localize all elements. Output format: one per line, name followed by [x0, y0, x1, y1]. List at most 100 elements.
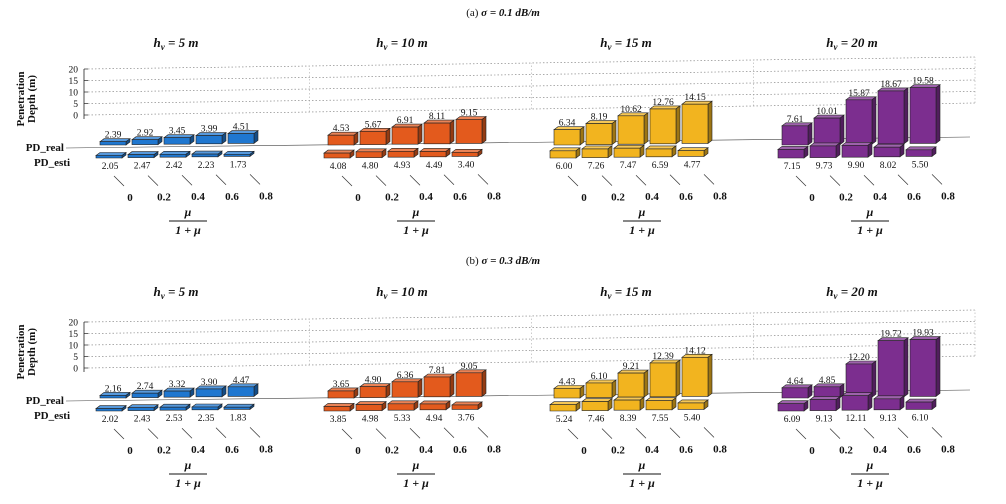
- x-tick-label: 0.8: [941, 190, 955, 202]
- y-tick-label: 15: [69, 77, 79, 87]
- gridline: [87, 355, 976, 369]
- x-axis-label-denominator: 1 + μ: [629, 476, 655, 490]
- y-axis-label: Penetration Depth (m): [15, 325, 38, 380]
- bar-pd-esti: [387, 147, 419, 158]
- bar-pd-real: [909, 336, 941, 397]
- value-label-pd-real: 4.64: [787, 377, 804, 387]
- value-label-pd-real: 9.21: [623, 362, 640, 372]
- bar-pd-esti: [677, 147, 709, 157]
- y-axis-label: Penetration Depth (m): [15, 72, 38, 127]
- x-tick-label: 0.8: [713, 190, 727, 202]
- x-axis-label-numerator: μ: [638, 205, 646, 219]
- group-title-hv-10: hv = 10 m: [376, 284, 428, 301]
- x-tick-label: 0.4: [419, 444, 433, 456]
- bar-pd-esti: [419, 400, 451, 411]
- bar-pd-real: [455, 369, 487, 397]
- group-title-hv-10: hv = 10 m: [376, 35, 428, 52]
- x-axis-label-numerator: μ: [412, 205, 420, 219]
- x-axis-label-numerator: μ: [638, 458, 646, 472]
- value-label-pd-esti: 3.40: [458, 160, 475, 170]
- x-tick: [635, 174, 647, 186]
- x-tick-label: 0.2: [839, 192, 853, 204]
- x-axis-label-denominator: 1 + μ: [175, 223, 201, 237]
- x-tick-label: 0: [581, 192, 587, 204]
- bar-pd-esti: [355, 148, 387, 159]
- x-tick: [897, 427, 909, 439]
- bar-pd-esti: [323, 402, 355, 412]
- x-tick: [635, 427, 647, 439]
- value-label-pd-real: 3.32: [169, 380, 186, 390]
- value-label-pd-esti: 3.76: [458, 413, 475, 423]
- bar-pd-real: [423, 119, 455, 145]
- x-tick: [375, 428, 387, 439]
- value-label-pd-real: 18.67: [880, 80, 902, 90]
- bar-pd-real: [845, 360, 877, 398]
- x-tick-label: 0.2: [611, 192, 625, 204]
- x-tick-label: 0.2: [839, 445, 853, 457]
- gridline: [87, 56, 976, 70]
- x-tick-label: 0.8: [487, 190, 501, 202]
- bar-pd-esti: [191, 403, 223, 411]
- bar-pd-real: [391, 123, 423, 145]
- x-tick-label: 0: [355, 445, 361, 457]
- group-title-hv-5: hv = 5 m: [153, 35, 198, 52]
- bar-pd-real: [553, 126, 585, 146]
- y-tick-label: 5: [73, 100, 78, 110]
- gridline: [87, 321, 976, 334]
- value-label-pd-real: 9.15: [461, 108, 478, 118]
- x-tick: [249, 174, 261, 185]
- value-label-pd-esti: 5.40: [684, 413, 701, 423]
- bar-pd-esti: [549, 401, 581, 412]
- bar-pd-esti: [95, 151, 127, 159]
- y-tick-label: 10: [69, 342, 79, 352]
- bar-pd-esti: [777, 145, 809, 159]
- y-axis-label-line1: Penetration: [15, 325, 27, 380]
- x-tick: [181, 427, 193, 439]
- bar-pd-real: [877, 87, 909, 145]
- x-tick-label: 0.6: [225, 191, 239, 203]
- x-tick-label: 0: [127, 192, 133, 204]
- value-label-pd-real: 12.76: [652, 98, 674, 108]
- x-tick: [375, 175, 387, 186]
- bar-pd-esti: [159, 150, 191, 158]
- value-label-pd-real: 5.67: [365, 120, 382, 130]
- value-label-pd-esti: 6.59: [652, 161, 669, 171]
- x-tick: [215, 174, 227, 186]
- y-tick-label: 0: [73, 365, 78, 375]
- value-label-pd-real: 6.10: [591, 372, 608, 382]
- bar-pd-esti: [581, 145, 613, 159]
- bar-group-hv-5: 2.16 2.02 0 2.74 2.43 0.2 3.32 2.53 0.4 3.90 2.35 0…: [95, 376, 273, 457]
- x-tick-label: 0.6: [225, 444, 239, 456]
- x-tick: [477, 174, 489, 185]
- x-axis-label-numerator: μ: [184, 205, 192, 219]
- value-label-pd-real: 6.91: [397, 116, 414, 126]
- x-axis-label-denominator: 1 + μ: [403, 223, 429, 237]
- value-label-pd-real: 4.43: [559, 377, 576, 387]
- x-tick-label: 0.2: [157, 192, 171, 204]
- grid-panel-1: [87, 309, 976, 369]
- x-tick: [863, 427, 875, 439]
- group-title-hv-20: hv = 20 m: [826, 284, 878, 301]
- bar-group-hv-5: 2.39 2.05 0 2.92 2.47 0.2 3.45 2.42 0.4 3.99 2.23 0…: [95, 123, 273, 204]
- bar-pd-real: [163, 134, 195, 145]
- bar-pd-esti: [841, 141, 873, 158]
- value-label-pd-real: 3.45: [169, 127, 186, 137]
- y-tick-label: 15: [69, 330, 79, 340]
- y-axis-label-line2: Depth (m): [26, 328, 38, 376]
- x-axis-label-denominator: 1 + μ: [857, 476, 883, 490]
- value-label-pd-esti: 8.02: [880, 161, 897, 171]
- value-label-pd-esti: 8.39: [620, 414, 637, 424]
- bar-pd-real: [131, 136, 163, 146]
- bar-pd-real: [617, 112, 649, 145]
- value-label-pd-esti: 2.05: [102, 162, 119, 172]
- value-label-pd-esti: 5.50: [912, 160, 929, 170]
- value-label-pd-esti: 9.90: [848, 161, 865, 171]
- bar-pd-esti: [613, 144, 645, 158]
- bar-pd-esti: [905, 146, 937, 157]
- bar-pd-real: [131, 389, 163, 399]
- x-axis-label-numerator: μ: [866, 458, 874, 472]
- bar-pd-real: [909, 84, 941, 144]
- bar-pd-esti: [613, 396, 645, 411]
- x-tick: [249, 427, 261, 438]
- bar-pd-real: [781, 384, 813, 399]
